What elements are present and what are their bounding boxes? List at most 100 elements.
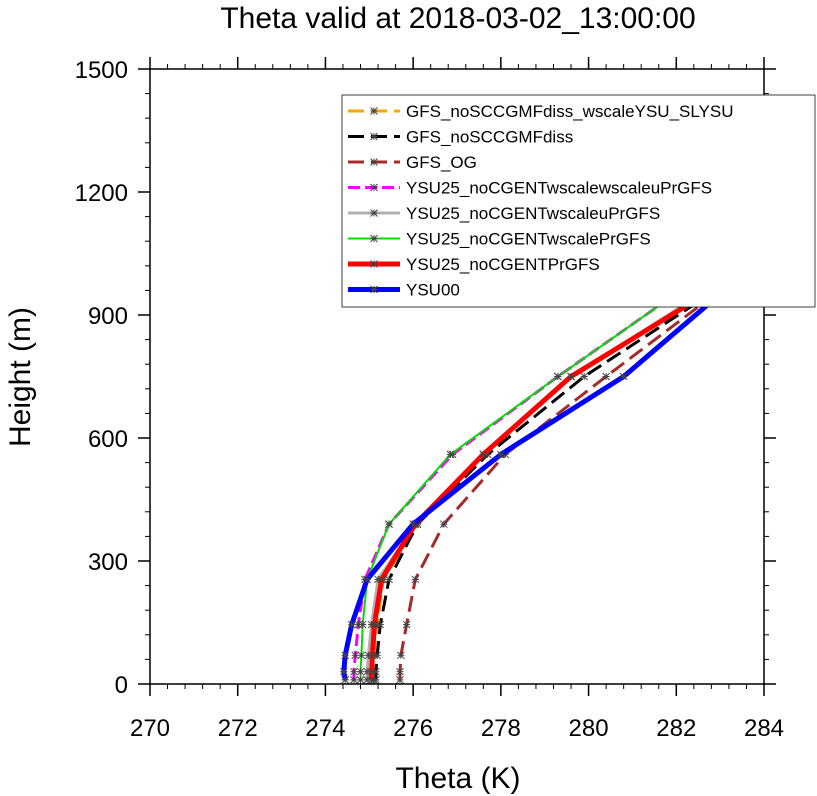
series-marker [341,651,350,660]
marker-stroke [370,234,378,243]
series-line [341,243,766,681]
chart-title: Theta valid at 2018-03-02_13:00:00 [220,2,695,35]
y-tick-label: 1500 [75,57,128,84]
marker-stroke [350,667,358,676]
series-marker [402,620,411,629]
legend-label: YSU00 [406,281,460,300]
marker-stroke [370,285,378,294]
marker-stroke [347,620,356,629]
marker-stroke [341,651,350,660]
series-marker [363,575,371,584]
marker-stroke [376,620,385,629]
legend-marker [370,260,378,268]
marker-stroke [377,575,386,584]
marker-stroke [357,651,366,660]
x-axis-label: Theta (K) [395,762,520,795]
legend-marker [370,285,378,294]
legend-label: YSU25_noCGENTwscalewscaleuPrGFS [406,179,712,198]
marker-stroke [602,372,610,381]
marker-stroke [554,372,562,381]
legend-label: YSU25_noCGENTwscalePrGFS [406,230,651,249]
y-tick-label: 300 [88,549,128,576]
series-marker [446,450,455,459]
x-tick-label: 280 [569,715,609,742]
y-axis-label: Height (m) [4,307,37,447]
marker-stroke [397,651,405,660]
series-marker [619,372,628,381]
series-marker [341,676,350,684]
series-marker [497,450,505,459]
marker-stroke [370,620,379,629]
marker-stroke [402,620,411,629]
series-marker [385,520,393,528]
marker-stroke [619,372,628,381]
plot-frame [149,68,765,685]
marker-stroke [411,575,420,584]
legend-marker [370,158,378,166]
legend-marker [370,132,378,141]
x-tick-label: 272 [218,715,258,742]
y-tick-label: 900 [88,303,128,330]
marker-stroke [396,676,404,684]
series-marker [397,651,405,660]
marker-stroke [341,676,350,684]
series-marker [358,620,367,629]
series-marker [396,676,404,684]
marker-stroke [385,520,393,528]
series-marker [567,372,575,381]
series-marker [367,667,376,676]
legend-label: GFS_noSCCGMFdiss [406,128,573,147]
series-marker [409,520,417,528]
marker-stroke [370,158,378,166]
marker-stroke [370,209,378,217]
marker-stroke [358,620,367,629]
series-line [369,237,766,680]
legend-marker [370,209,378,217]
axis-ticks: 270 272 274 276 278 280 282 284 0 300 600 900 1200 15… [75,57,784,742]
x-tick-label: 278 [481,715,521,742]
x-tick-label: 274 [305,715,345,742]
series-line [374,232,766,680]
legend-label: GFS_noSCCGMFdiss_wscaleYSU_SLYSU [406,102,734,121]
marker-stroke [339,667,348,676]
legend-label: GFS_OG [406,153,477,172]
series-marker [396,667,404,676]
marker-stroke [370,183,378,192]
series-marker [554,372,562,381]
marker-stroke [567,372,575,381]
marker-stroke [368,651,377,660]
marker-stroke [396,667,404,676]
marker-stroke [370,260,378,268]
marker-stroke [439,520,448,528]
marker-stroke [350,676,358,684]
legend: GFS_noSCCGMFdiss_wscaleYSU_SLYSU GFS_noSC… [341,94,816,308]
x-tick-label: 270 [130,715,170,742]
marker-stroke [356,667,365,676]
marker-stroke [363,575,371,584]
marker-stroke [351,651,360,660]
marker-stroke [370,132,378,141]
series-marker [351,651,360,660]
y-tick-label: 1200 [75,180,128,207]
series-line [359,211,765,680]
series-marker [377,575,386,584]
marker-stroke [497,450,505,459]
series-marker [347,620,356,629]
x-tick-label: 284 [744,715,784,742]
series-marker [376,620,385,629]
series-marker [370,620,379,629]
marker-stroke [370,107,378,115]
legend-label: YSU25_noCGENTwscaleuPrGFS [406,204,660,223]
series-marker [357,651,366,660]
series-marker [602,372,610,381]
legend-marker [370,107,378,115]
marker-stroke [356,676,365,684]
series-marker [439,520,448,528]
marker-stroke [446,450,455,459]
x-tick-label: 276 [393,715,433,742]
series-marker [368,651,377,660]
marker-stroke [479,450,488,459]
series-marker [350,676,358,684]
series-marker [367,676,376,684]
